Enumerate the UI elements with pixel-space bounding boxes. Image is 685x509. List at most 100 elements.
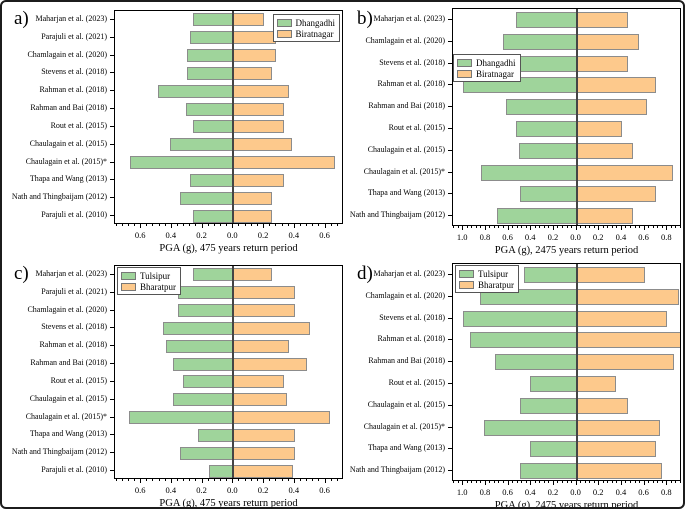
bar-right-bharatpur [576, 310, 668, 327]
x-major-tick [507, 226, 509, 230]
panel-letter-a: a) [14, 8, 29, 29]
x-tick-label: 0.2 [257, 485, 269, 495]
x-minor-tick [534, 226, 536, 228]
bar-right-bharatpur [576, 463, 662, 480]
x-minor-tick [453, 481, 455, 483]
x-minor-tick [133, 479, 135, 481]
x-tick-label: 0.8 [660, 232, 672, 242]
x-minor-tick [584, 226, 586, 228]
x-tick-label: 1.0 [456, 487, 468, 497]
row-label: Chamlagain et al. (2020) [365, 290, 445, 300]
x-minor-tick [657, 481, 659, 483]
x-minor-tick [475, 481, 477, 483]
x-tick-label: 0.4 [524, 487, 536, 497]
bar-left-tulsipur [470, 332, 577, 349]
bar-right-bharatpur [576, 332, 680, 349]
x-minor-tick [220, 479, 222, 481]
x-minor-tick [648, 226, 650, 228]
x-minor-tick [629, 226, 631, 228]
row-label: Parajuli et al. (2021) [41, 31, 107, 41]
x-minor-tick [269, 479, 271, 481]
bar-left-dhangadhi [193, 13, 234, 27]
y-tick [448, 426, 452, 428]
x-tick-label: 0.6 [319, 230, 330, 240]
bar-left-tulsipur [178, 304, 234, 318]
y-tick [448, 361, 452, 363]
x-major-tick [462, 226, 464, 230]
x-minor-tick [607, 226, 609, 228]
x-minor-tick [503, 481, 504, 483]
x-minor-tick [238, 224, 240, 226]
y-tick [110, 345, 114, 347]
legend: Tulsipur Bharatpur [455, 265, 519, 293]
legend: Dhangadhi Biratnagar [272, 14, 340, 42]
row-label: Rout et al. (2015) [50, 375, 107, 385]
bar-right-biratnagar [233, 31, 277, 45]
x-minor-tick [146, 479, 148, 481]
legend-label: Tulsipur [478, 268, 509, 279]
legend-item-bharatpur: Bharatpur [459, 279, 514, 290]
zero-axis-line [232, 11, 235, 223]
bar-left-tulsipur [193, 268, 234, 282]
panel-letter-b: b) [357, 8, 373, 29]
row-label: Thapa and Wang (2013) [367, 188, 445, 198]
legend-swatch-icon [457, 69, 472, 78]
x-minor-tick [287, 479, 289, 481]
bar-right-biratnagar [233, 191, 272, 205]
bar-right-bharatpur [233, 286, 295, 300]
y-tick [448, 62, 452, 64]
row-label: Rahman et al. (2018) [377, 79, 445, 89]
bar-left-dhangadhi [187, 66, 234, 80]
x-minor-tick [475, 226, 477, 228]
x-major-tick [620, 481, 622, 485]
row-label: Chaulagain et al. (2015)* [25, 411, 107, 421]
x-major-tick [598, 481, 600, 485]
panel-a: a) Maharjan et al. (2023) Parajuli et al.… [2, 2, 344, 256]
x-major-tick [462, 481, 464, 485]
bar-left-dhangadhi [481, 164, 577, 181]
legend-swatch-icon [121, 271, 136, 280]
bar-left-dhangadhi [190, 31, 234, 45]
bar-right-bharatpur [233, 393, 288, 407]
x-minor-tick [189, 224, 191, 226]
x-minor-tick [318, 224, 320, 226]
panel-letter-d: d) [357, 263, 373, 284]
row-label: Parajuli et al. (2021) [41, 286, 107, 296]
bar-left-tulsipur [128, 411, 234, 425]
x-minor-tick [133, 224, 135, 226]
x-minor-tick [512, 481, 514, 483]
bar-right-bharatpur [576, 397, 628, 414]
x-minor-tick [557, 481, 559, 483]
x-minor-tick [306, 224, 308, 226]
bar-right-biratnagar [576, 208, 634, 225]
y-tick [448, 106, 452, 108]
bar-right-bharatpur [233, 411, 331, 425]
row-label: Rahman and Bai (2018) [368, 356, 445, 366]
x-minor-tick [238, 479, 240, 481]
bar-left-tulsipur [173, 357, 234, 371]
legend-swatch-icon [457, 58, 472, 67]
legend: Dhangadhi Biratnagar [453, 54, 521, 82]
x-tick-label: 0.8 [479, 487, 491, 497]
x-minor-tick [226, 224, 228, 226]
bar-right-bharatpur [233, 375, 285, 389]
bar-right-biratnagar [233, 209, 272, 223]
bar-right-bharatpur [233, 321, 311, 335]
x-tick-label: 0.2 [547, 487, 559, 497]
y-tick [110, 72, 114, 74]
x-major-tick [643, 226, 645, 230]
x-minor-tick [498, 226, 500, 228]
y-tick [110, 434, 114, 436]
x-major-tick [170, 224, 172, 228]
bar-right-bharatpur [576, 375, 617, 392]
x-major-tick [232, 479, 234, 483]
x-minor-tick [183, 224, 185, 226]
legend: Tulsipur Bharatpur [117, 267, 181, 295]
row-label: Chaulagain et al. (2015) [29, 138, 107, 148]
bar-left-dhangadhi [502, 33, 577, 50]
x-tick-label: 0.4 [524, 232, 536, 242]
bar-left-dhangadhi [497, 208, 577, 225]
bar-left-dhangadhi [518, 142, 577, 159]
x-minor-tick [183, 479, 185, 481]
legend-swatch-icon [276, 18, 292, 27]
